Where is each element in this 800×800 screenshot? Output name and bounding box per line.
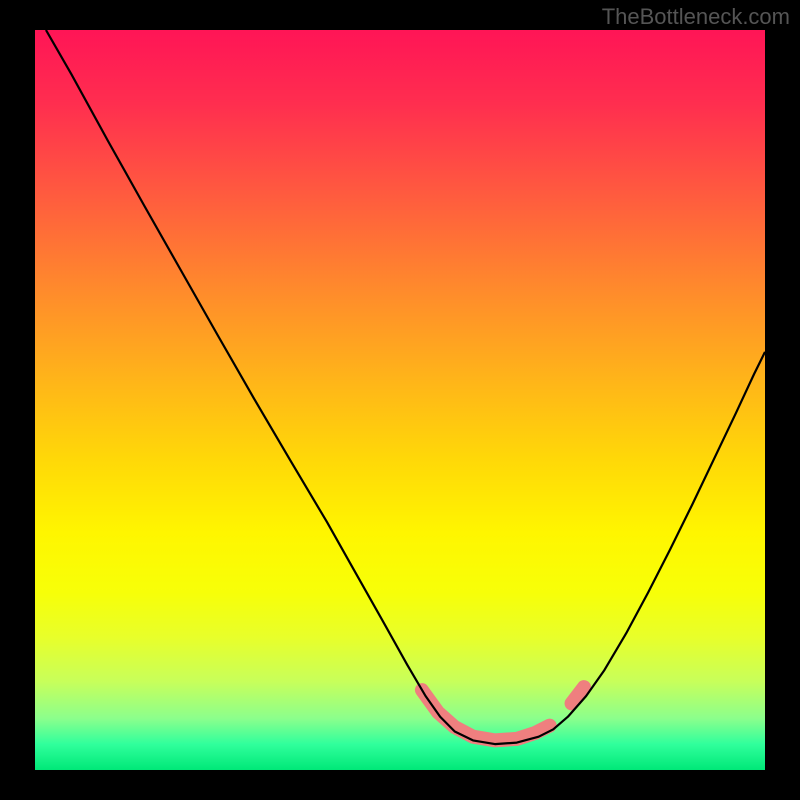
- watermark-text: TheBottleneck.com: [602, 4, 790, 30]
- chart-container: { "watermark": { "text": "TheBottleneck.…: [0, 0, 800, 800]
- bottleneck-chart: [0, 0, 800, 800]
- plot-background: [35, 30, 765, 770]
